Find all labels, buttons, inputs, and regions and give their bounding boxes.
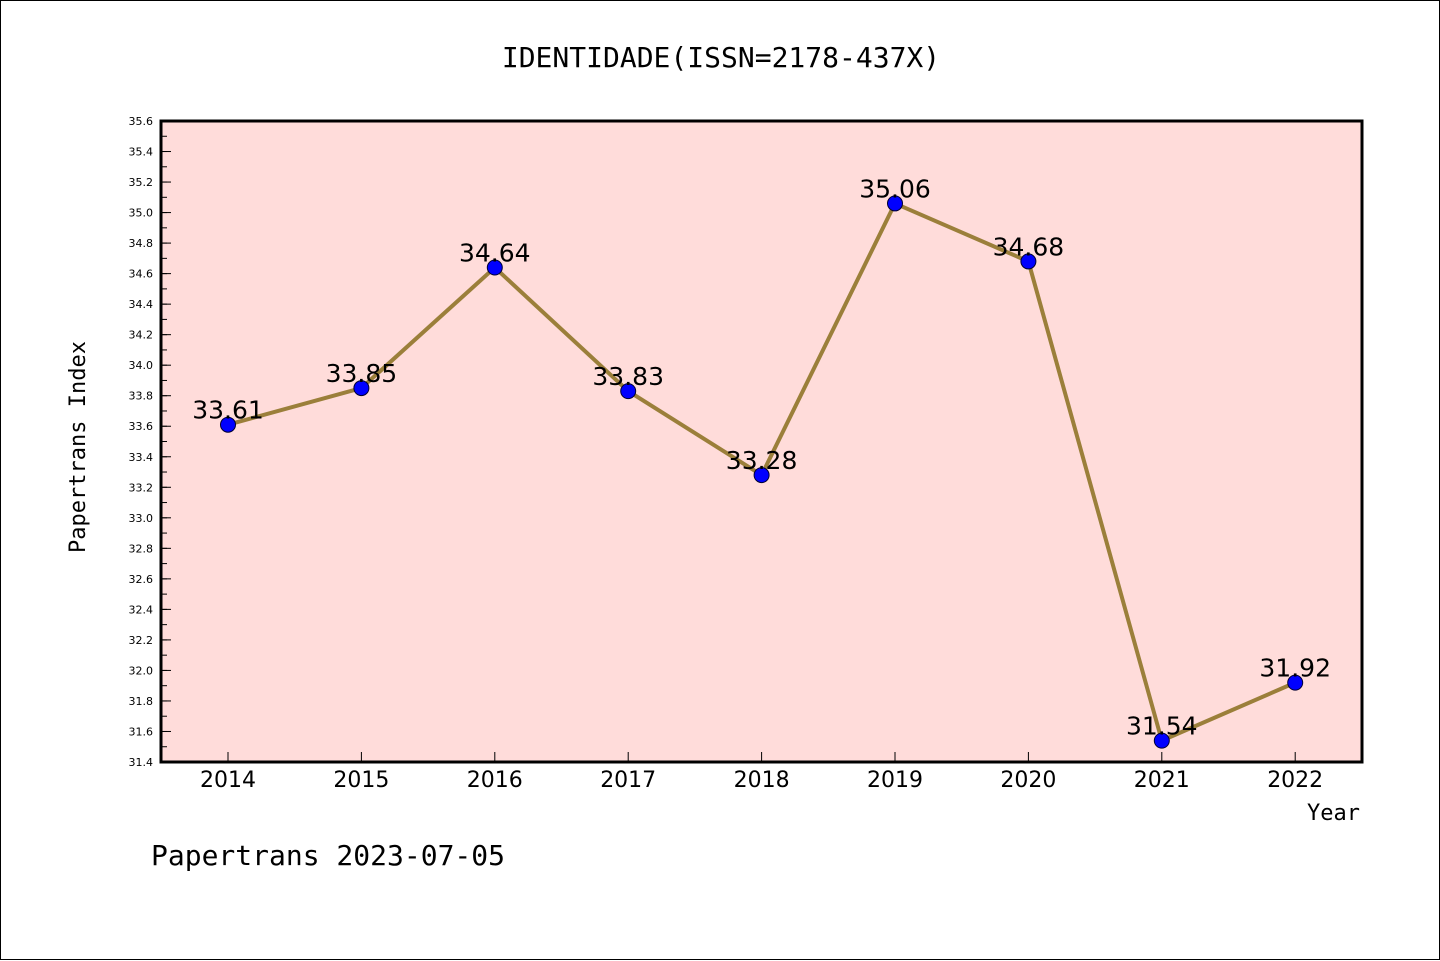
y-tick-label: 33.2: [129, 481, 154, 494]
data-label: 31.54: [1126, 712, 1198, 741]
data-point: [1287, 674, 1304, 691]
y-tick-label: 32.0: [129, 664, 154, 677]
data-point: [1153, 732, 1170, 749]
x-tick-label: 2021: [1134, 768, 1190, 793]
y-tick-label: 34.0: [129, 359, 154, 372]
data-label: 33.61: [192, 396, 264, 425]
y-axis-label: Papertrans Index: [66, 341, 91, 553]
y-tick-label: 32.4: [129, 603, 154, 616]
x-tick-label: 2017: [600, 768, 656, 793]
y-tick-label: 35.4: [129, 146, 154, 159]
y-tick-label: 35.0: [129, 207, 154, 220]
data-points: [220, 195, 1304, 749]
x-tick-label: 2022: [1267, 768, 1323, 793]
data-label: 31.92: [1259, 654, 1331, 683]
data-point: [1020, 253, 1037, 270]
y-tick-label: 34.6: [129, 268, 154, 281]
data-label: 33.83: [592, 362, 664, 391]
y-tick-label: 32.8: [129, 542, 154, 555]
data-label: 34.64: [459, 239, 531, 268]
y-tick-label: 34.2: [129, 329, 154, 342]
plot-area: [159, 119, 1364, 764]
data-point: [753, 467, 770, 484]
y-tick-label: 31.8: [129, 695, 154, 708]
x-tick-label: 2018: [734, 768, 790, 793]
y-tick-label: 34.4: [129, 298, 154, 311]
data-point: [486, 259, 503, 276]
y-axis: 31.4 31.6 31.8 32.0 32.2 32.4 32.6 32.8 33.0 33.2…: [129, 115, 171, 769]
y-tick-label: 33.0: [129, 512, 154, 525]
y-tick-label: 32.6: [129, 573, 154, 586]
y-tick-label: 31.6: [129, 725, 154, 738]
footer-text: Papertrans 2023-07-05: [151, 839, 505, 872]
data-labels: 33.61 33.85 34.64 33.83 33.28 35.06 34.68 31.54…: [192, 174, 1331, 740]
y-tick-label: 32.2: [129, 634, 154, 647]
x-tick-label: 2015: [333, 768, 389, 793]
data-label: 33.85: [326, 359, 398, 388]
x-tick-label: 2016: [467, 768, 523, 793]
data-point: [887, 195, 903, 212]
y-tick-label: 33.8: [129, 390, 154, 403]
y-tick-label: 34.8: [129, 237, 154, 250]
x-tick-label: 2020: [1000, 768, 1056, 793]
y-tick-label: 35.2: [129, 176, 154, 189]
y-tick-label: 33.6: [129, 420, 154, 433]
data-point: [220, 416, 236, 433]
data-label: 35.06: [859, 174, 931, 203]
x-axis: 2014 2015 2016 2017 2018 2019 2020 2021 2022: [200, 752, 1323, 793]
y-tick-label: 31.4: [129, 756, 154, 769]
x-axis-label: Year: [1307, 801, 1360, 826]
data-point: [620, 383, 637, 400]
x-tick-label: 2019: [867, 768, 923, 793]
y-tick-label: 33.4: [129, 451, 154, 464]
data-label: 33.28: [726, 446, 798, 475]
x-tick-label: 2014: [200, 768, 256, 793]
chart-title: IDENTIDADE(ISSN=2178-437X): [502, 41, 940, 74]
data-point: [353, 380, 370, 397]
data-label: 34.68: [993, 232, 1065, 261]
y-tick-label: 35.6: [129, 115, 154, 128]
